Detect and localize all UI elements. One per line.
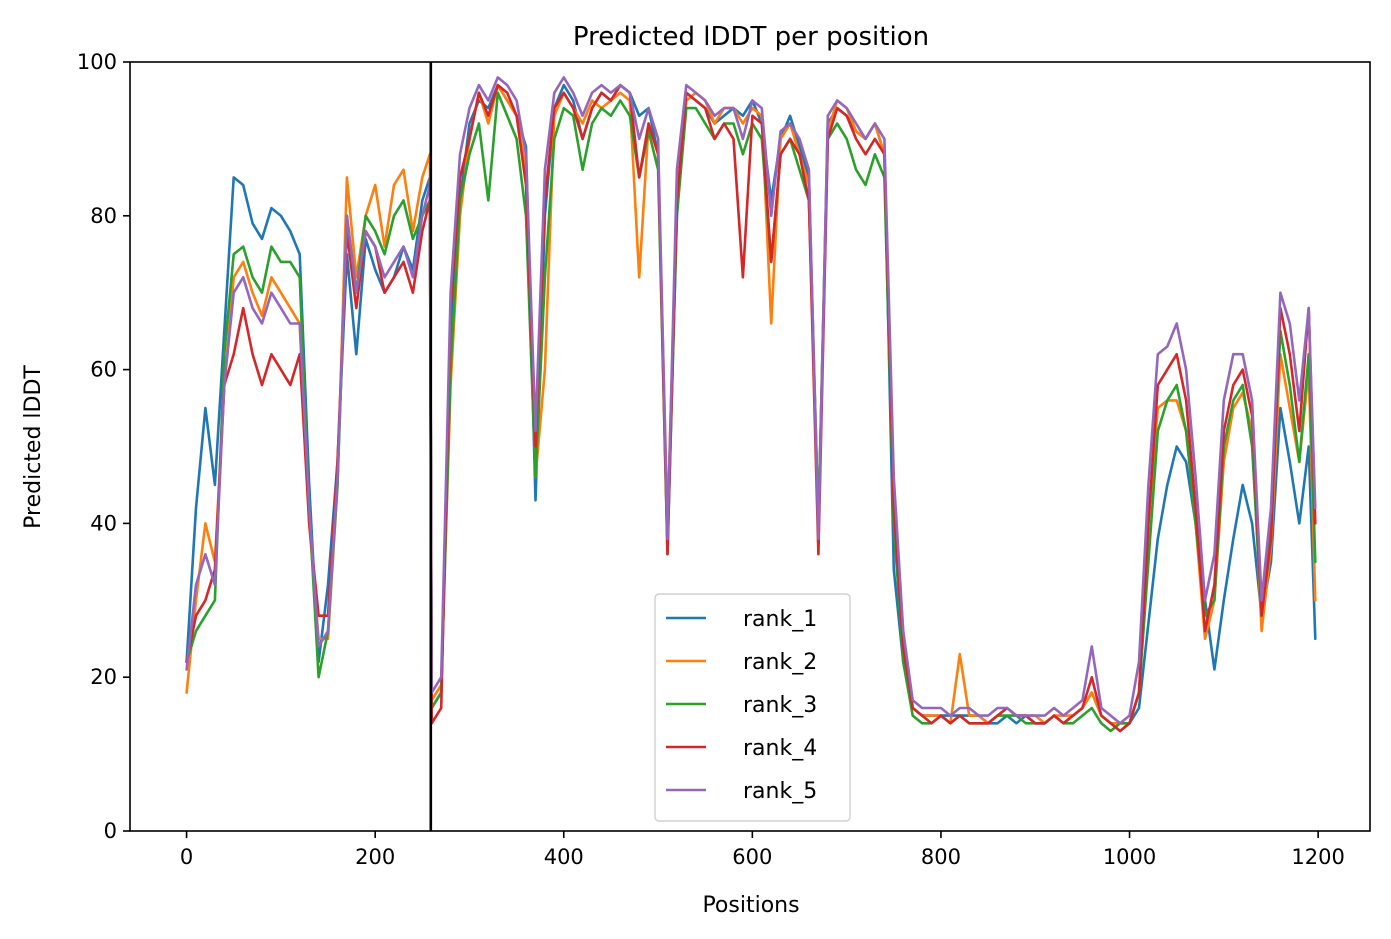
- legend-label-rank-2: rank_2: [743, 650, 817, 675]
- x-tick-label: 1000: [1103, 845, 1156, 869]
- y-tick-label: 80: [90, 204, 117, 228]
- y-tick-label: 60: [90, 358, 117, 382]
- y-axis-title: Predicted lDDT: [21, 365, 46, 529]
- chart-title: Predicted lDDT per position: [573, 22, 929, 52]
- axes: 0 200 400 600 800 1000 1200 0 20 40 60 80 100: [77, 50, 1371, 869]
- x-axis-title: Positions: [702, 893, 799, 918]
- legend-label-rank-1: rank_1: [743, 607, 817, 632]
- y-tick-label: 0: [104, 819, 117, 843]
- series-lines: [185, 76, 1317, 733]
- x-tick-label: 200: [355, 845, 395, 869]
- legend-box: [654, 593, 851, 822]
- x-tick-label: 400: [544, 845, 584, 869]
- legend-label-rank-4: rank_4: [743, 736, 817, 761]
- x-tick-label: 0: [180, 845, 193, 869]
- y-tick-label: 20: [90, 665, 117, 689]
- plot-area: [185, 62, 1317, 831]
- x-tick-label: 1200: [1291, 845, 1344, 869]
- y-tick-label: 100: [77, 50, 117, 74]
- legend-label-rank-5: rank_5: [743, 779, 817, 804]
- plot-frame: [129, 61, 1371, 832]
- y-tick-label: 40: [90, 511, 117, 535]
- x-tick-label: 600: [732, 845, 772, 869]
- series-line-rank-5: [185, 76, 1317, 725]
- legend: rank_1 rank_2 rank_3 rank_4 rank_5: [654, 593, 851, 822]
- x-tick-label: 800: [921, 845, 961, 869]
- legend-label-rank-3: rank_3: [743, 693, 817, 718]
